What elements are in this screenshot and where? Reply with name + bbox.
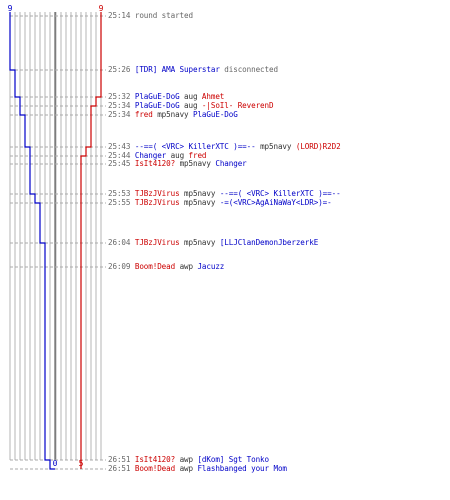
- player-name: IsIt4120?: [134, 455, 176, 464]
- player-name: TJBzJVirus: [134, 238, 180, 247]
- player-name: -|SoIl- ReverenD: [201, 101, 274, 110]
- player-name: Boom!Dead: [134, 262, 176, 271]
- player-name: PlaGuE-DoG: [134, 92, 180, 101]
- event-row: 25:32 PlaGuE-DoG aug Ahmet: [108, 92, 224, 101]
- red-team-line: [80, 12, 102, 469]
- event-weapon: mp5navy: [179, 198, 220, 207]
- event-time: 25:34: [108, 110, 135, 119]
- player-name: Changer: [215, 159, 247, 168]
- event-row: 26:51 IsIt4120? awp [dKom] Sgt Tonko: [108, 455, 269, 464]
- player-name: TJBzJVirus: [134, 189, 180, 198]
- event-row: 26:04 TJBzJVirus mp5navy [LLJClanDemonJb…: [108, 238, 318, 247]
- player-name: --==( <VRC> KillerXTC )==--: [134, 142, 256, 151]
- player-name: TJBzJVirus: [134, 198, 180, 207]
- player-name: IsIt4120?: [134, 159, 176, 168]
- player-name: fred: [188, 151, 207, 160]
- event-time: 26:51: [108, 455, 135, 464]
- event-time: 25:26: [108, 65, 135, 74]
- event-weapon: mp5navy: [175, 159, 216, 168]
- event-row: 25:44 Changer aug fred: [108, 151, 207, 160]
- event-time: 26:09: [108, 262, 135, 271]
- event-time: 25:53: [108, 189, 135, 198]
- blue-top-count: 9: [8, 4, 13, 13]
- player-name: Ahmet: [201, 92, 225, 101]
- event-time: 25:43: [108, 142, 135, 151]
- event-weapon: mp5navy: [255, 142, 296, 151]
- red-top-count: 9: [99, 4, 104, 13]
- event-weapon: aug: [179, 92, 202, 101]
- red-final-count: 5: [79, 459, 84, 468]
- event-row: 25:26 [TDR] AMA Superstar disconnected: [108, 65, 278, 74]
- event-row: 26:09 Boom!Dead awp Jacuzz: [108, 262, 224, 271]
- player-name: [dKom] Sgt Tonko: [197, 455, 270, 464]
- event-weapon: awp: [175, 464, 198, 473]
- player-name: fred: [134, 110, 153, 119]
- event-message: round started: [134, 11, 193, 20]
- event-time: 25:45: [108, 159, 135, 168]
- player-name: Jacuzz: [197, 262, 225, 271]
- event-row: 25:45 IsIt4120? mp5navy Changer: [108, 159, 247, 168]
- player-name: (LORD)R2D2: [295, 142, 341, 151]
- event-time: 25:55: [108, 198, 135, 207]
- player-name: Flashbanged your Mom: [197, 464, 287, 473]
- blue-final-count: 0: [53, 459, 58, 468]
- blue-team-line: [9, 12, 55, 470]
- event-weapon: aug: [179, 101, 202, 110]
- player-name: PlaGuE-DoG: [192, 110, 238, 119]
- player-name: Boom!Dead: [134, 464, 176, 473]
- event-time: 25:32: [108, 92, 135, 101]
- event-weapon: mp5navy: [152, 110, 193, 119]
- event-time: 26:04: [108, 238, 135, 247]
- event-weapon: mp5navy: [179, 189, 220, 198]
- event-weapon: awp: [175, 455, 198, 464]
- event-row: 25:14 round started: [108, 11, 193, 20]
- event-row: 25:43 --==( <VRC> KillerXTC )==-- mp5nav…: [108, 142, 341, 151]
- event-row: 25:34 PlaGuE-DoG aug -|SoIl- ReverenD: [108, 101, 274, 110]
- player-name: --==( <VRC> KillerXTC )==--: [219, 189, 341, 198]
- event-row: 26:51 Boom!Dead awp Flashbanged your Mom: [108, 464, 287, 473]
- player-name: -=(<VRC>AgAiNaWaY<LDR>)=-: [219, 198, 332, 207]
- event-row: 25:55 TJBzJVirus mp5navy -=(<VRC>AgAiNaW…: [108, 198, 332, 207]
- player-name: [LLJClanDemonJberzerkE: [219, 238, 319, 247]
- event-message: disconnected: [219, 65, 278, 74]
- event-time: 25:44: [108, 151, 135, 160]
- player-name: Changer: [134, 151, 167, 160]
- event-weapon: awp: [175, 262, 198, 271]
- event-row: 25:53 TJBzJVirus mp5navy --==( <VRC> Kil…: [108, 189, 341, 198]
- event-weapon: mp5navy: [179, 238, 220, 247]
- event-row: 25:34 fred mp5navy PlaGuE-DoG: [108, 110, 238, 119]
- event-time: 25:14: [108, 11, 135, 20]
- event-time: 25:34: [108, 101, 135, 110]
- player-name: PlaGuE-DoG: [134, 101, 180, 110]
- player-name: [TDR] AMA Superstar: [134, 65, 220, 74]
- event-weapon: aug: [166, 151, 189, 160]
- event-time: 26:51: [108, 464, 135, 473]
